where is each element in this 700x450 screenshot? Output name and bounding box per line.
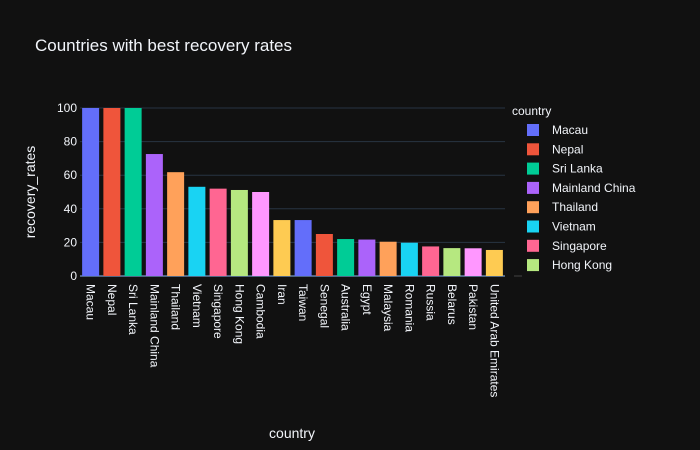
bar-taiwan[interactable] <box>294 220 312 276</box>
legend-item-macau[interactable]: Macau <box>527 123 588 137</box>
legend-label: Mainland China <box>552 181 636 195</box>
bar-australia[interactable] <box>337 239 355 276</box>
x-tick-label: Sri Lanka <box>126 284 140 335</box>
x-axis-title: country <box>269 425 315 441</box>
x-tick-label: Belarus <box>445 284 459 325</box>
x-tick-label: Singapore <box>211 284 225 339</box>
x-tick-label: Mainland China <box>147 284 161 368</box>
legend-swatch <box>527 239 539 252</box>
bar-pakistan[interactable] <box>464 248 482 276</box>
bar-cambodia[interactable] <box>252 192 270 276</box>
bar-singapore[interactable] <box>209 188 227 276</box>
x-tick-label: Senegal <box>317 284 331 328</box>
legend-label: Macau <box>552 123 588 137</box>
chart-title: Countries with best recovery rates <box>35 36 292 55</box>
legend-swatch <box>527 259 539 272</box>
bar-sri-lanka[interactable] <box>124 108 142 276</box>
bar-romania[interactable] <box>400 242 418 276</box>
x-tick-label: Australia <box>339 284 353 331</box>
bar-mainland-china[interactable] <box>145 154 163 276</box>
legend-item-singapore[interactable]: Singapore <box>527 239 607 253</box>
legend-item-hong-kong[interactable]: Hong Kong <box>527 258 612 272</box>
x-tick-label: Cambodia <box>254 284 268 339</box>
bar-united-arab-emirates[interactable] <box>485 249 503 276</box>
legend-swatch <box>527 181 539 194</box>
bar-malaysia[interactable] <box>379 241 397 276</box>
legend-label: Sri Lanka <box>552 162 603 176</box>
legend: country Macau Nepal Sri Lanka Mainland Chin… <box>512 104 636 277</box>
legend-label: Nepal <box>552 142 583 156</box>
x-tick-label: Macau <box>84 284 98 320</box>
y-tick-label: 40 <box>64 202 78 216</box>
y-tick-label: 60 <box>64 168 78 182</box>
legend-swatch <box>527 201 539 214</box>
bars <box>82 108 503 276</box>
legend-item-mainland-china[interactable]: Mainland China <box>527 181 636 195</box>
bar-belarus[interactable] <box>443 248 461 276</box>
x-tick-label: Romania <box>402 284 416 332</box>
bar-nepal[interactable] <box>103 108 121 276</box>
y-tick-label: 0 <box>70 269 77 283</box>
bar-hong-kong[interactable] <box>230 189 248 276</box>
bar-senegal[interactable] <box>315 234 333 276</box>
legend-label: Thailand <box>552 200 598 214</box>
bar-vietnam[interactable] <box>188 186 206 276</box>
x-axis-ticks: Macau Nepal Sri Lanka Mainland China Thailan… <box>84 284 502 397</box>
y-tick-label: 20 <box>64 235 78 249</box>
legend-swatch <box>527 143 539 156</box>
legend-label: Singapore <box>552 239 607 253</box>
bar-iran[interactable] <box>273 220 291 276</box>
x-tick-label: Vietnam <box>190 284 204 328</box>
x-tick-label: Egypt <box>360 284 374 315</box>
x-tick-label: Thailand <box>169 284 183 330</box>
legend-title: country <box>512 104 551 118</box>
grid-lines <box>80 107 505 277</box>
legend-swatch <box>527 124 539 136</box>
x-tick-label: Pakistan <box>466 284 480 330</box>
bar-macau[interactable] <box>82 108 100 276</box>
legend-item-sri-lanka[interactable]: Sri Lanka <box>527 162 603 176</box>
legend-label: Vietnam <box>552 220 596 234</box>
bar-egypt[interactable] <box>358 239 376 276</box>
y-axis-title: recovery_rates <box>22 146 38 239</box>
y-axis-ticks: 0 20 40 60 80 100 <box>57 101 77 283</box>
x-tick-label: Hong Kong <box>232 284 246 344</box>
legend-item-thailand[interactable]: Thailand <box>527 200 598 214</box>
x-tick-label: Iran <box>275 284 289 305</box>
legend-swatch <box>527 162 539 175</box>
x-tick-label: Nepal <box>105 284 119 315</box>
legend-label: Hong Kong <box>552 258 612 272</box>
x-tick-label: United Arab Emirates <box>487 284 501 397</box>
bar-thailand[interactable] <box>167 172 185 276</box>
y-tick-label: 100 <box>57 101 77 115</box>
y-tick-label: 80 <box>64 135 78 149</box>
legend-item-nepal[interactable]: Nepal <box>527 142 583 156</box>
x-tick-label: Russia <box>424 284 438 321</box>
x-tick-label: Taiwan <box>296 284 310 321</box>
legend-item-vietnam[interactable]: Vietnam <box>527 220 596 234</box>
x-tick-label: Malaysia <box>381 284 395 332</box>
bar-russia[interactable] <box>422 246 440 276</box>
legend-swatch <box>527 220 539 233</box>
